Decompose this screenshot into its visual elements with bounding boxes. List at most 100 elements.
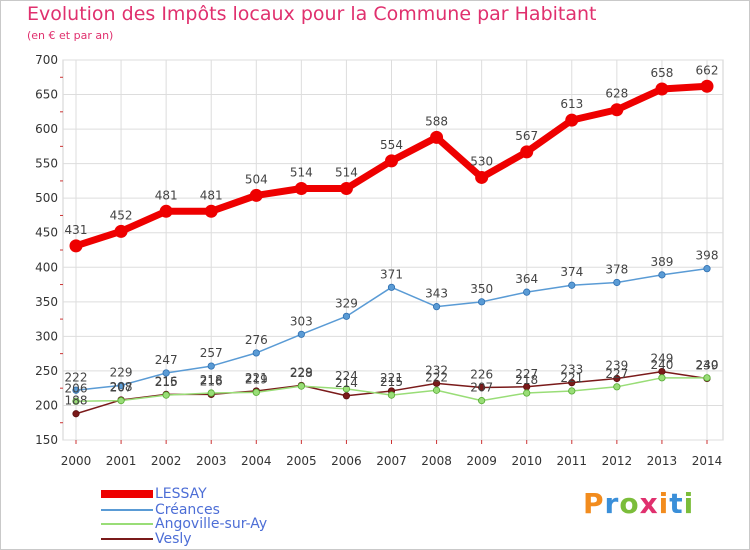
data-point [249, 188, 263, 202]
data-label: 226 [470, 367, 493, 381]
data-label: 216 [200, 374, 223, 388]
data-point [568, 387, 576, 395]
data-point [69, 239, 83, 253]
legend-swatch [101, 490, 153, 498]
x-tick-label: 2010 [511, 454, 542, 468]
x-tick-label: 2006 [331, 454, 362, 468]
x-tick-label: 2000 [61, 454, 92, 468]
logo-letter: o [619, 487, 640, 520]
data-label: 389 [650, 255, 673, 269]
data-point [430, 130, 444, 144]
proxiti-logo: Proxiti [583, 487, 694, 520]
logo-letter: x [639, 487, 659, 520]
data-label: 481 [155, 188, 178, 202]
data-point [387, 283, 396, 291]
data-point [297, 382, 305, 390]
data-label: 378 [605, 262, 628, 276]
data-label: 232 [425, 363, 448, 377]
data-point [252, 388, 260, 396]
data-label: 247 [155, 353, 178, 367]
data-label: 216 [155, 374, 178, 388]
data-label: 514 [290, 166, 313, 180]
x-tick-label: 2011 [557, 454, 588, 468]
data-label: 628 [605, 87, 628, 101]
data-label: 207 [470, 381, 493, 395]
y-tick-label: 200 [35, 398, 58, 412]
x-tick-label: 2014 [692, 454, 723, 468]
data-label: 613 [560, 97, 583, 111]
legend-swatch [101, 523, 153, 525]
data-label: 229 [290, 365, 313, 379]
data-label: 240 [696, 358, 719, 372]
data-point [114, 224, 128, 238]
data-label: 222 [425, 370, 448, 384]
data-label: 215 [155, 375, 178, 389]
y-tick-label: 500 [35, 191, 58, 205]
data-point [523, 288, 531, 296]
data-point [432, 303, 441, 311]
data-point [207, 389, 215, 397]
data-point [72, 386, 80, 394]
x-tick-label: 2001 [106, 454, 137, 468]
data-point [613, 383, 621, 391]
data-label: 227 [515, 367, 538, 381]
data-point [478, 397, 486, 405]
data-label: 343 [425, 287, 448, 301]
data-point [613, 278, 621, 287]
data-label: 239 [605, 359, 628, 373]
legend-label: Vesly [155, 531, 192, 547]
y-tick-label: 150 [35, 433, 58, 447]
x-tick-label: 2008 [421, 454, 452, 468]
data-label: 350 [470, 282, 493, 296]
data-point [478, 298, 486, 306]
data-point [523, 389, 531, 397]
data-point [342, 392, 351, 400]
data-point [658, 271, 666, 279]
data-point [297, 330, 305, 338]
data-label: 249 [650, 352, 673, 366]
data-point [342, 312, 351, 320]
data-label: 658 [650, 66, 673, 80]
plot-area [62, 59, 724, 441]
y-tick-label: 600 [35, 122, 58, 136]
data-point [117, 397, 125, 405]
y-tick-label: 550 [35, 157, 58, 171]
data-label: 240 [650, 358, 673, 372]
x-tick-label: 2003 [196, 454, 227, 468]
data-point [478, 383, 486, 392]
data-label: 219 [245, 372, 268, 386]
data-label: 228 [290, 366, 313, 380]
x-tick-label: 2005 [286, 454, 317, 468]
data-label: 221 [245, 371, 268, 385]
legend-label: Créances [155, 502, 220, 518]
data-point [475, 170, 489, 184]
data-label: 207 [110, 381, 133, 395]
data-point [294, 182, 308, 196]
y-tick-label: 700 [35, 53, 58, 67]
data-label: 188 [65, 394, 88, 408]
logo-letter: i [683, 487, 695, 520]
data-label: 206 [65, 381, 88, 395]
data-point [700, 79, 714, 93]
data-point [342, 385, 351, 393]
data-label: 224 [335, 369, 358, 383]
data-point [72, 397, 80, 405]
x-tick-label: 2009 [466, 454, 497, 468]
data-label: 398 [696, 249, 719, 263]
data-label: 364 [515, 272, 538, 286]
data-point [520, 145, 534, 159]
data-label: 227 [605, 367, 628, 381]
data-point [432, 386, 441, 394]
data-point [703, 374, 711, 382]
y-tick-label: 250 [35, 364, 58, 378]
legend-label: Angoville-sur-Ay [155, 516, 268, 532]
data-point [339, 182, 353, 196]
chart-title: Evolution des Impôts locaux pour la Comm… [27, 3, 597, 25]
data-label: 371 [380, 267, 403, 281]
data-label: 303 [290, 314, 313, 328]
data-point [159, 204, 173, 218]
y-tick-label: 450 [35, 226, 58, 240]
data-label: 221 [560, 371, 583, 385]
